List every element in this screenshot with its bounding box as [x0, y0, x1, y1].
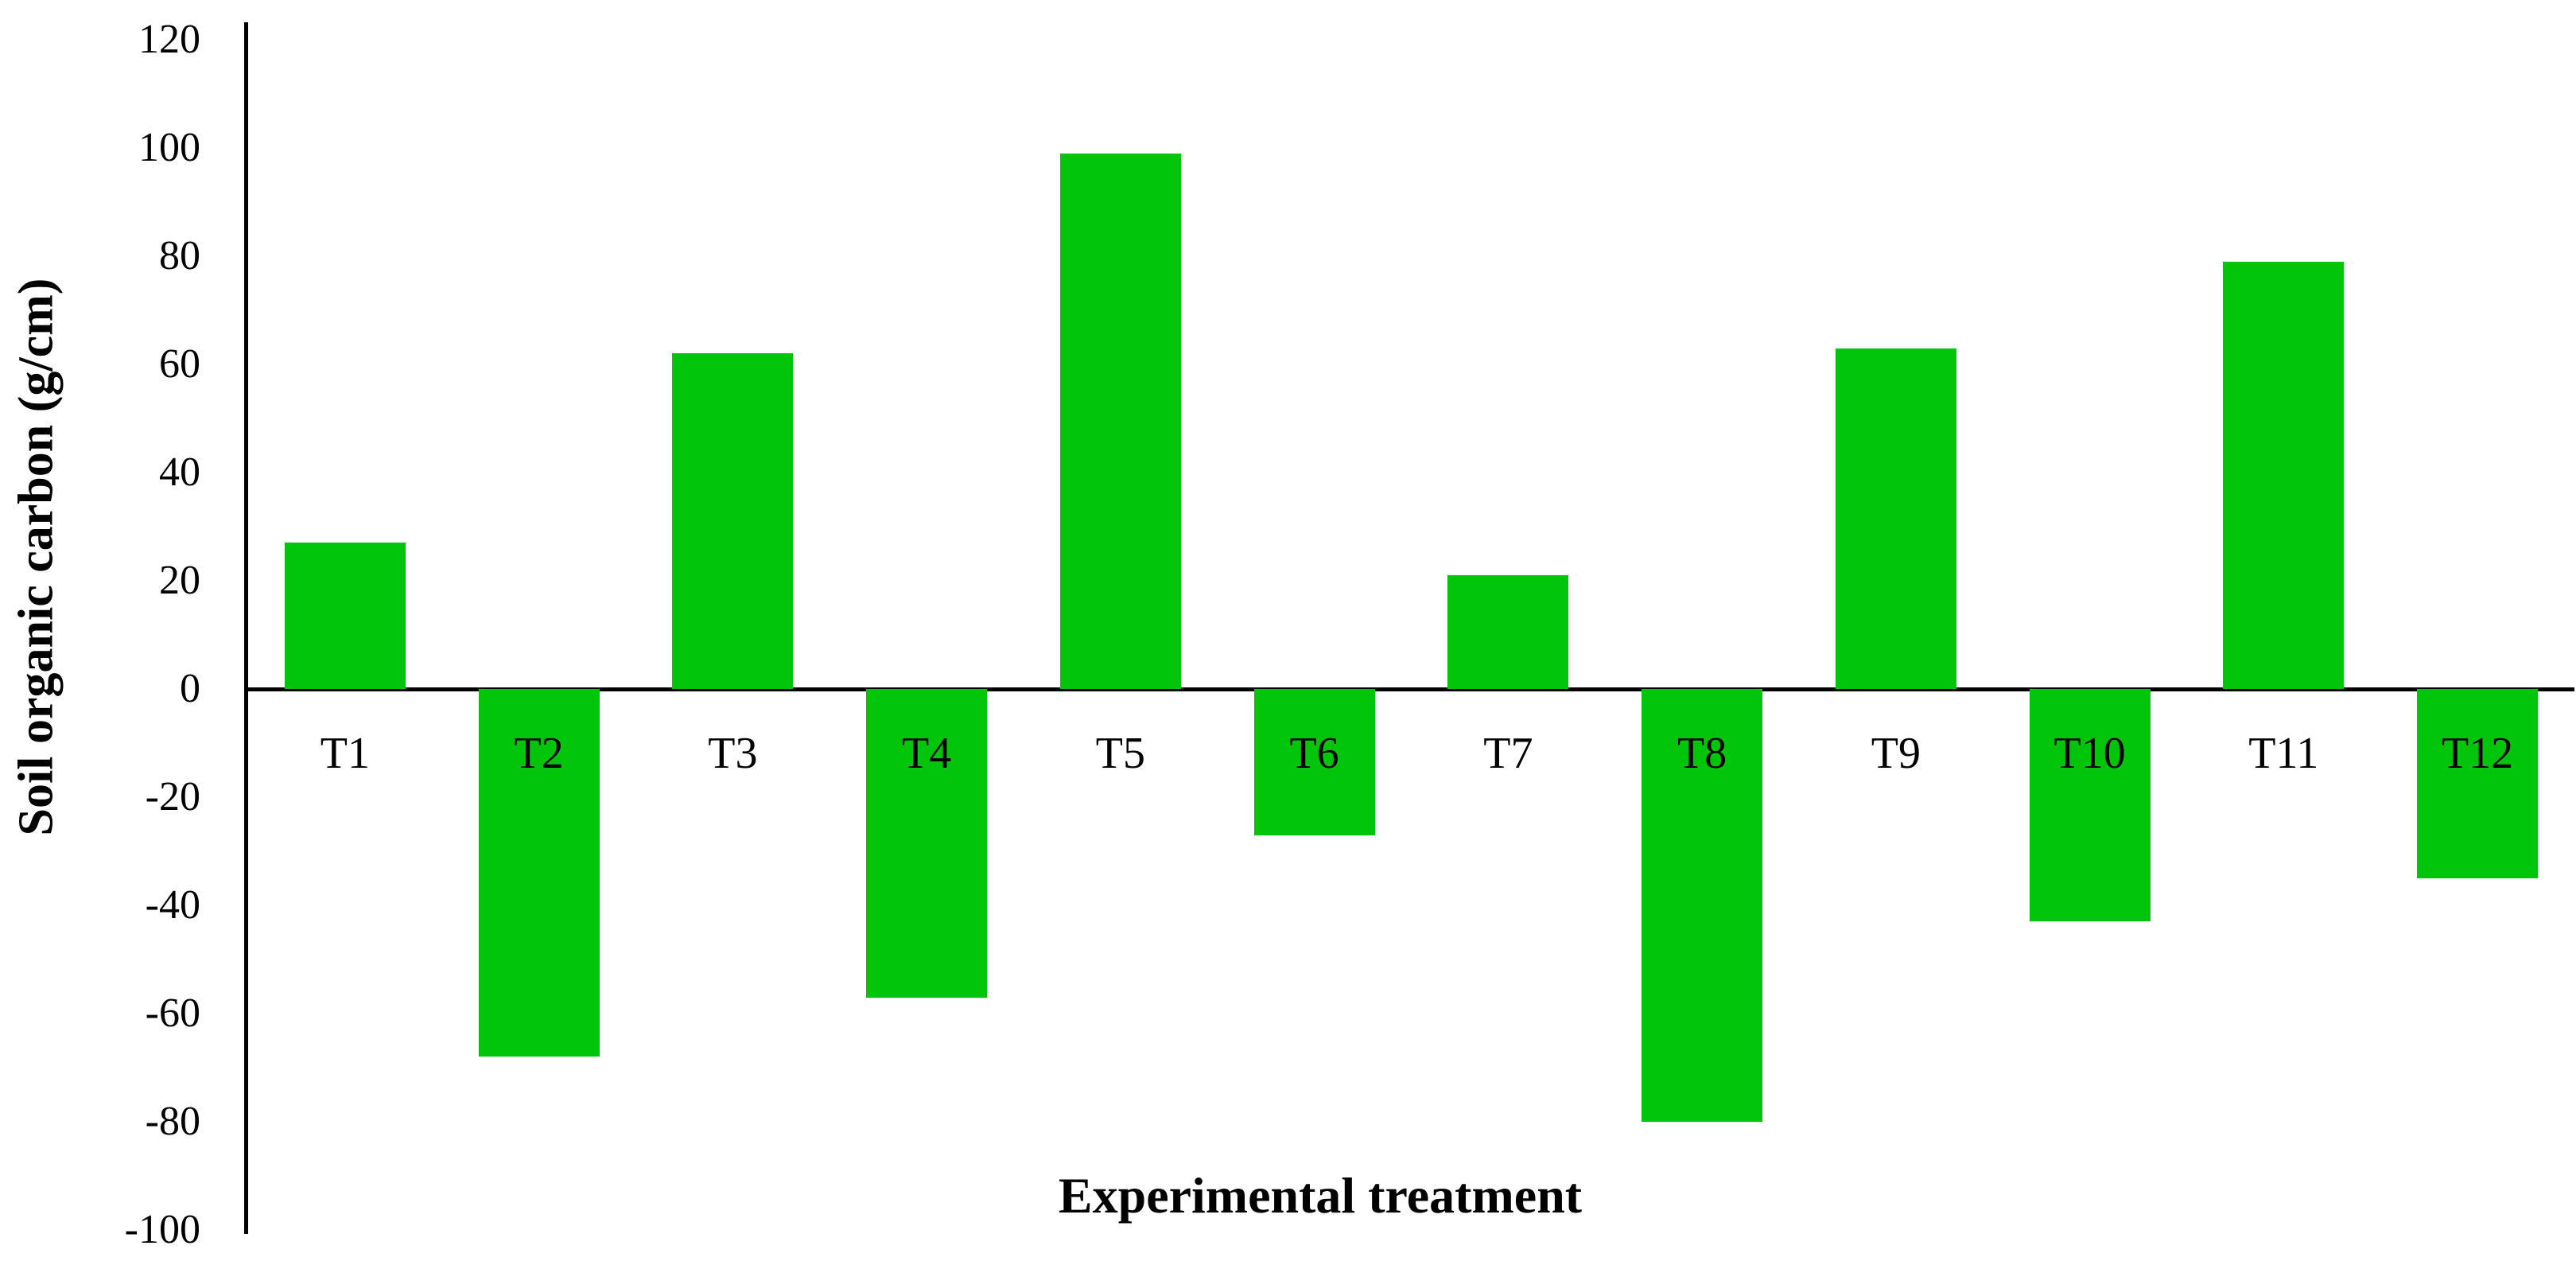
bar-T9 [1835, 348, 1956, 689]
bar-T3 [672, 353, 794, 689]
y-tick-label-40: 40 [159, 450, 200, 495]
y-tick-label-60: 60 [159, 341, 200, 387]
category-label-T3: T3 [708, 729, 758, 778]
y-tick-label--40: -40 [145, 882, 200, 928]
category-label-T4: T4 [902, 729, 952, 778]
bar-T4 [866, 689, 988, 998]
x-axis-title: Experimental treatment [1058, 1167, 1583, 1224]
category-label-T11: T11 [2248, 729, 2319, 778]
bar-T10 [2029, 689, 2151, 922]
category-label-T12: T12 [2442, 729, 2514, 778]
y-tick-label-120: 120 [138, 17, 200, 62]
category-label-T5: T5 [1095, 729, 1145, 778]
bar-T1 [284, 543, 406, 689]
bar-T7 [1447, 575, 1569, 689]
bar-T11 [2223, 261, 2345, 689]
y-tick-label-100: 100 [138, 125, 200, 170]
y-tick-label--80: -80 [145, 1099, 200, 1144]
bar-T12 [2417, 689, 2539, 878]
y-axis-line [244, 22, 248, 1234]
category-label-T10: T10 [2053, 729, 2126, 778]
bar-T5 [1059, 153, 1181, 689]
plot-area: T1 T2 T3 T4 T5 T6 T7 T8 T9 T10 T11 T12 [248, 40, 2574, 1230]
bar-T6 [1253, 689, 1375, 835]
y-tick-label-20: 20 [159, 558, 200, 603]
bar-T8 [1642, 689, 1763, 1122]
x-axis-zero-line [244, 687, 2574, 691]
category-label-T2: T2 [514, 729, 564, 778]
category-label-T1: T1 [320, 729, 370, 778]
y-tick-label-80: 80 [159, 233, 200, 278]
y-tick-label--100: -100 [124, 1207, 200, 1252]
y-axis-tick-labels: 120 100 80 60 40 20 0 -20 -40 -60 -80 -100 [0, 0, 200, 1265]
category-label-T8: T8 [1677, 729, 1727, 778]
y-tick-label-0: 0 [180, 666, 200, 711]
y-tick-label--60: -60 [145, 991, 200, 1036]
category-label-T6: T6 [1289, 729, 1339, 778]
y-tick-label--20: -20 [145, 774, 200, 819]
category-label-T7: T7 [1483, 729, 1533, 778]
category-label-T9: T9 [1871, 729, 1921, 778]
bar-T2 [478, 689, 600, 1057]
